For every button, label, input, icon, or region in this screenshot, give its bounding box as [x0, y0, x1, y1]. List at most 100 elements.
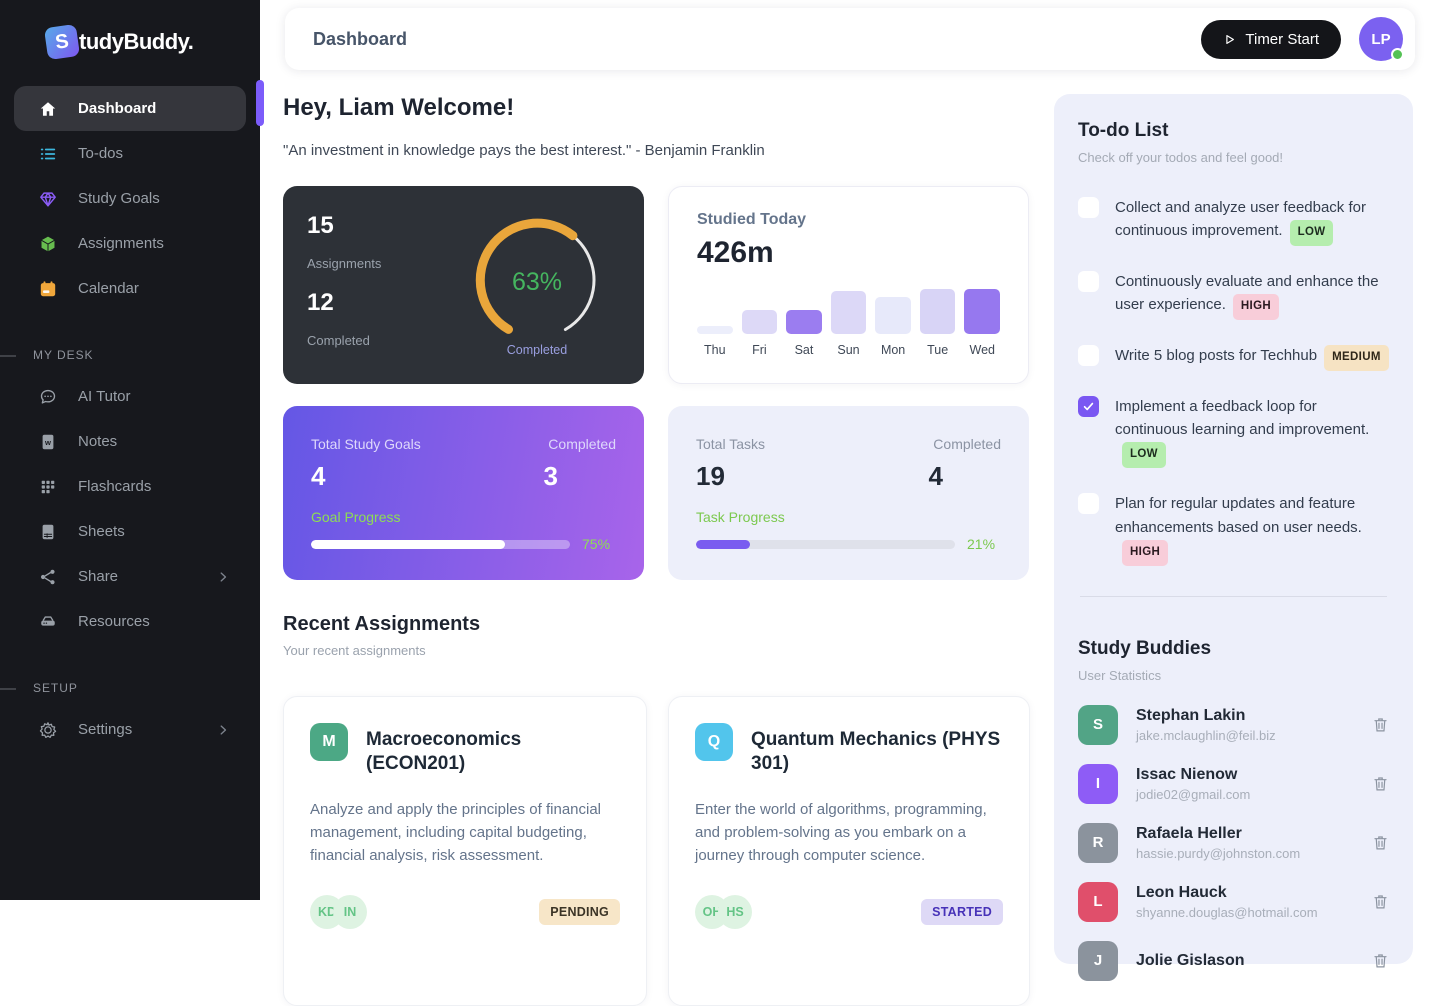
todo-panel-title: To-do List	[1078, 120, 1169, 141]
buddy-avatar: L	[1078, 881, 1118, 922]
tasks-completed: 4	[928, 461, 943, 491]
todo-checkbox[interactable]	[1078, 345, 1099, 367]
task-progress-track	[696, 539, 955, 549]
buddy-row: R Rafaela Heller hassie.purdy@johnston.com	[1078, 822, 1389, 863]
sidebar-item-calendar[interactable]: Calendar	[14, 266, 246, 311]
todo-checkbox[interactable]	[1078, 271, 1099, 293]
study-buddies-subtitle: User Statistics	[1078, 667, 1162, 683]
assignments-total-label: Assignments	[307, 256, 382, 271]
share-icon	[38, 567, 58, 587]
panel-divider	[1080, 595, 1387, 597]
study-bar-chart	[697, 286, 1001, 334]
assignment-card-footer: OH HS STARTED	[695, 895, 1003, 930]
sidebar-item-label: Sheets	[78, 523, 125, 540]
notes-icon: w	[38, 432, 58, 452]
gem-icon	[38, 189, 58, 209]
sidebar-item-dashboard[interactable]: Dashboard	[14, 86, 246, 131]
buddy-name: Stephan Lakin	[1136, 706, 1246, 724]
assignment-status-badge: PENDING	[539, 899, 620, 926]
sidebar-item-to-dos[interactable]: To-dos	[14, 131, 246, 176]
assignment-avatars: OH HS	[695, 895, 752, 930]
buddy-email: shyanne.douglas@hotmail.com	[1136, 904, 1318, 920]
todo-checkbox[interactable]	[1078, 395, 1099, 417]
study-bar-wed	[964, 289, 1001, 334]
sidebar-item-study-goals[interactable]: Study Goals	[14, 176, 246, 221]
goal-progress-percent: 75%	[582, 536, 611, 552]
play-icon	[1223, 33, 1236, 46]
priority-badge: LOW	[1289, 220, 1334, 247]
timer-start-button[interactable]: Timer Start	[1201, 19, 1341, 59]
tasks-completed-label: Completed	[933, 436, 1001, 452]
trash-icon[interactable]	[1372, 893, 1389, 910]
page-title: Dashboard	[313, 28, 408, 49]
sidebar-item-sheets[interactable]: Sheets	[14, 509, 246, 554]
sidebar-item-label: Assignments	[78, 235, 164, 252]
study-bar-day-label: Sun	[837, 343, 860, 357]
buddy-info: Stephan Lakin jake.mclaughlin@feil.biz	[1136, 707, 1276, 743]
studied-today-card: Studied Today 426m Thu Fri Sat Sun Mon Tue Wed	[668, 186, 1029, 384]
todo-panel-subtitle: Check off your todos and feel good!	[1078, 150, 1284, 165]
trash-icon[interactable]	[1372, 834, 1389, 851]
goals-total-label: Total Study Goals	[311, 436, 421, 452]
recent-assignments-subtitle: Your recent assignments	[283, 643, 426, 658]
goal-progress-label: Goal Progress	[311, 509, 401, 525]
sidebar-item-label: Study Goals	[78, 190, 160, 207]
sidebar-item-label: Settings	[78, 721, 133, 738]
recent-assignments-grid: M Macroeconomics (ECON201) Analyze and app…	[283, 696, 1030, 1006]
gauge-arc	[475, 218, 596, 334]
priority-badge: HIGH	[1122, 539, 1169, 566]
main-area: Dashboard Timer Start LP Hey, Liam Welco…	[256, 0, 1440, 1006]
todo-checkbox[interactable]	[1078, 493, 1099, 515]
assignment-card[interactable]: Q Quantum Mechanics (PHYS 301) Enter the w…	[668, 696, 1030, 1006]
todo-text: Plan for regular updates and feature enh…	[1115, 492, 1389, 566]
trash-icon[interactable]	[1372, 952, 1389, 969]
sidebar-item-label: Notes	[78, 433, 118, 450]
assignment-card-header: Q Quantum Mechanics (PHYS 301)	[695, 723, 1003, 776]
trash-icon[interactable]	[1372, 716, 1389, 733]
active-nav-indicator	[256, 80, 264, 126]
goal-progress-track	[311, 539, 570, 549]
task-progress-label: Task Progress	[696, 509, 785, 525]
sidebar-item-label: AI Tutor	[78, 388, 131, 405]
todo-checkbox[interactable]	[1078, 197, 1099, 218]
assignment-description: Enter the world of algorithms, programmi…	[695, 800, 987, 865]
buddy-avatar: I	[1078, 763, 1118, 804]
chevron-right-icon	[216, 570, 230, 584]
sidebar-item-settings[interactable]: Settings	[14, 707, 246, 752]
gauge-caption: Completed	[506, 343, 568, 357]
sidebar-item-label: Share	[78, 568, 119, 585]
assignment-title: Macroeconomics (ECON201)	[366, 729, 522, 774]
study-bar-fri	[741, 310, 778, 334]
goals-completed-label: Completed	[548, 436, 616, 452]
study-goals-card: Total Study Goals Completed 4 3 Goal Pro…	[283, 406, 644, 580]
todo-text: Write 5 blog posts for Techhub MEDIUM	[1115, 344, 1389, 371]
study-buddies-list: S Stephan Lakin jake.mclaughlin@feil.biz I I…	[1078, 704, 1389, 981]
sidebar-item-notes[interactable]: w Notes	[14, 419, 246, 464]
buddy-email: jodie02@gmail.com	[1136, 786, 1251, 802]
assignment-card[interactable]: M Macroeconomics (ECON201) Analyze and app…	[283, 696, 647, 1006]
sidebar-section-label: SETUP	[0, 681, 260, 695]
studied-today-value: 426m	[697, 236, 774, 269]
sidebar-item-share[interactable]: Share	[14, 554, 246, 599]
trash-icon[interactable]	[1372, 775, 1389, 792]
buddy-row: I Issac Nienow jodie02@gmail.com	[1078, 763, 1389, 804]
user-avatar[interactable]: LP	[1359, 17, 1404, 61]
study-bar-sun	[830, 291, 867, 334]
assignments-completed-label: Completed	[307, 333, 370, 348]
content-row: Hey, Liam Welcome! "An investment in kno…	[283, 94, 1414, 1006]
topbar-actions: Timer Start LP	[1201, 17, 1404, 61]
buddy-avatar: J	[1078, 940, 1118, 981]
priority-badge: LOW	[1122, 442, 1166, 469]
sidebar-item-flashcards[interactable]: Flashcards	[14, 464, 246, 509]
sidebar-item-resources[interactable]: Resources	[14, 599, 246, 644]
sidebar-item-ai-tutor[interactable]: AI Tutor	[14, 374, 246, 419]
assignment-card-header: M Macroeconomics (ECON201)	[310, 723, 620, 776]
assignment-initial-icon: Q	[695, 723, 733, 761]
tasks-total-label: Total Tasks	[696, 436, 765, 452]
home-icon	[38, 99, 58, 119]
todo-item: Plan for regular updates and feature enh…	[1078, 492, 1389, 566]
recent-assignments-title: Recent Assignments	[283, 613, 481, 635]
svg-text:w: w	[44, 438, 51, 447]
sidebar-item-assignments[interactable]: Assignments	[14, 221, 246, 266]
task-progress-percent: 21%	[967, 536, 996, 552]
